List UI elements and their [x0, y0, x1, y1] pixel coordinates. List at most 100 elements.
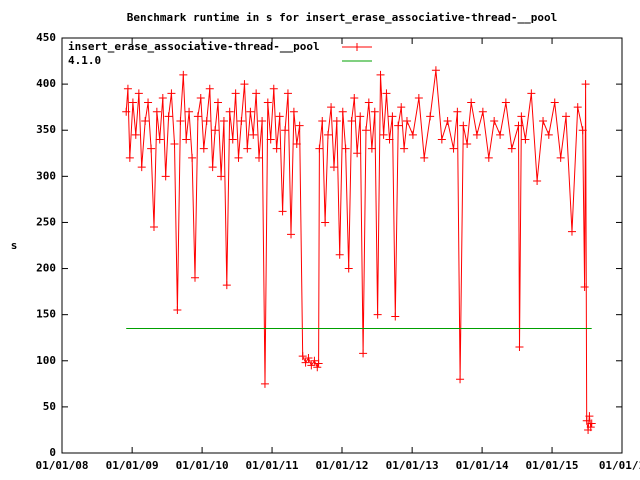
point-marker — [199, 144, 208, 153]
point-marker — [240, 80, 249, 89]
point-marker — [431, 66, 440, 75]
point-marker — [131, 130, 140, 139]
point-marker — [123, 84, 132, 93]
point-marker — [258, 117, 267, 125]
point-marker — [155, 135, 164, 144]
point-marker — [544, 130, 553, 139]
point-marker — [515, 342, 524, 351]
point-marker — [449, 144, 458, 153]
point-marker — [152, 107, 161, 116]
point-marker — [400, 144, 409, 153]
point-marker — [490, 117, 499, 125]
point-marker — [443, 117, 452, 125]
point-marker — [414, 93, 423, 102]
point-marker — [205, 84, 214, 93]
point-marker — [335, 250, 344, 259]
point-marker — [307, 361, 316, 370]
point-marker — [231, 89, 240, 98]
point-marker — [202, 117, 211, 125]
point-marker — [580, 283, 589, 291]
x-tick-label: 01/01/10 — [176, 459, 229, 472]
x-tick-label: 01/01/12 — [316, 459, 369, 472]
point-marker — [217, 172, 226, 181]
legend-label: insert_erase_associative-thread-__pool — [68, 40, 320, 53]
y-tick-label: 0 — [49, 446, 56, 459]
point-marker — [137, 163, 146, 172]
point-marker — [453, 107, 462, 116]
y-axis-label: s — [11, 239, 18, 252]
chart-title: Benchmark runtime in s for insert_erase_… — [127, 11, 557, 24]
point-marker — [341, 144, 350, 153]
point-marker — [164, 112, 173, 121]
point-marker — [122, 107, 131, 116]
y-tick-label: 100 — [36, 354, 56, 367]
y-tick-label: 450 — [36, 31, 56, 44]
point-marker — [243, 144, 252, 153]
x-tick-label: 01/01/08 — [36, 459, 89, 472]
point-marker — [179, 70, 188, 79]
point-marker — [344, 264, 353, 273]
point-marker — [176, 117, 185, 125]
point-marker — [370, 107, 379, 116]
point-marker — [167, 89, 176, 98]
point-marker — [283, 89, 292, 98]
point-marker — [225, 107, 234, 116]
point-marker — [388, 112, 397, 121]
point-marker — [278, 207, 287, 216]
point-marker — [249, 130, 258, 139]
point-marker — [185, 107, 194, 116]
plot-border — [61, 37, 623, 454]
point-marker — [158, 93, 167, 102]
point-marker — [514, 121, 523, 130]
point-marker — [125, 153, 134, 162]
point-marker — [314, 359, 323, 368]
point-marker — [467, 98, 476, 107]
point-marker — [214, 98, 223, 107]
point-marker — [562, 112, 571, 121]
point-marker — [507, 144, 516, 153]
point-marker — [385, 135, 394, 144]
point-marker — [208, 163, 217, 172]
point-marker — [272, 144, 281, 153]
point-marker — [347, 117, 356, 125]
point-marker — [310, 356, 319, 365]
point-marker — [459, 121, 468, 130]
point-marker — [402, 117, 411, 125]
point-marker — [463, 140, 472, 149]
point-marker — [318, 117, 327, 125]
x-tick-label: 01/01/14 — [456, 459, 509, 472]
point-marker — [301, 358, 310, 367]
point-marker — [350, 93, 359, 102]
y-tick-label: 400 — [36, 77, 56, 90]
point-marker — [356, 112, 365, 121]
point-marker — [295, 121, 304, 130]
point-marker — [379, 130, 388, 139]
point-marker — [373, 310, 382, 319]
point-marker — [578, 126, 587, 135]
point-marker — [196, 93, 205, 102]
y-tick-label: 50 — [43, 400, 56, 413]
point-marker — [298, 352, 307, 361]
x-tick-label: 01/01/11 — [246, 459, 299, 472]
point-marker — [211, 126, 220, 135]
point-marker — [144, 98, 153, 107]
point-marker — [573, 103, 582, 112]
point-marker — [521, 135, 530, 144]
point-marker — [147, 144, 156, 153]
point-marker — [539, 117, 548, 125]
point-marker — [501, 98, 510, 107]
point-marker — [587, 419, 596, 428]
point-marker — [327, 103, 336, 112]
point-marker — [292, 140, 301, 149]
point-marker — [134, 89, 143, 98]
point-marker — [237, 117, 246, 125]
point-marker — [289, 107, 298, 116]
point-marker — [329, 163, 338, 172]
point-marker — [246, 107, 255, 116]
point-marker — [332, 117, 341, 125]
point-marker — [260, 379, 269, 388]
point-marker — [472, 130, 481, 139]
point-marker — [533, 176, 542, 185]
point-marker — [361, 126, 370, 135]
point-marker — [315, 144, 324, 153]
